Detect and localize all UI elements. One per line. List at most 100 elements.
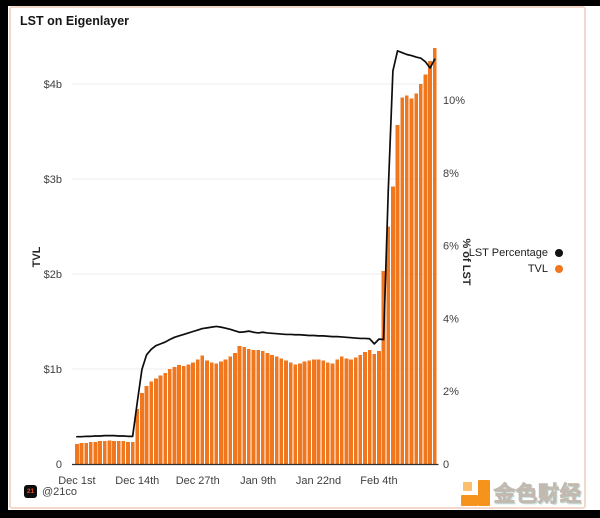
tvl-bar xyxy=(400,97,405,465)
tvl-bar xyxy=(404,95,409,465)
tvl-bar xyxy=(377,350,381,464)
top-black-band xyxy=(0,0,600,6)
tvl-bar xyxy=(75,444,79,464)
tvl-bar xyxy=(284,360,288,464)
tvl-bar xyxy=(186,364,191,464)
tvl-bar xyxy=(242,347,247,464)
left-axis-title: TVL xyxy=(31,246,43,268)
x-tick-label: Dec 1st xyxy=(58,475,95,487)
tvl-bar xyxy=(144,386,149,464)
tvl-bar xyxy=(200,355,205,464)
legend-label: LST Percentage xyxy=(468,247,548,259)
tvl-bar xyxy=(367,350,372,464)
right-y-tick-label: 4% xyxy=(443,313,459,325)
tvl-bar xyxy=(237,346,242,464)
tvl-bar xyxy=(363,351,367,464)
attribution[interactable]: 21 @21co xyxy=(24,485,77,498)
tvl-bar xyxy=(167,369,172,464)
tvl-bar xyxy=(432,47,437,465)
right-y-tick-label: 2% xyxy=(443,386,459,398)
tvl-bar xyxy=(93,442,98,464)
jinse-finance-watermark: 金色财经 xyxy=(461,478,582,508)
left-y-tick-label: $4b xyxy=(44,79,62,91)
x-tick-label: Dec 14th xyxy=(115,475,159,487)
tvl-bar xyxy=(246,349,251,464)
tvl-bar xyxy=(279,358,284,464)
tvl-bar xyxy=(112,441,116,464)
tvl-bar xyxy=(219,361,223,464)
tvl-bar xyxy=(102,441,107,464)
tvl-bar xyxy=(391,186,395,464)
tvl-bar xyxy=(84,443,89,464)
legend-label: TVL xyxy=(527,263,548,275)
x-tick-label: Jan 9th xyxy=(240,475,276,487)
chart-card xyxy=(9,6,586,509)
tvl-bar xyxy=(79,443,84,464)
tvl-bar xyxy=(130,442,135,464)
tvl-bar xyxy=(154,378,158,464)
tvl-bar xyxy=(158,375,163,464)
tvl-bar xyxy=(395,124,400,464)
tvl-bar xyxy=(307,360,312,464)
tvl-bar xyxy=(191,362,195,464)
tvl-bar xyxy=(98,441,102,464)
legend-marker-orange-dot xyxy=(555,265,563,273)
tvl-bar xyxy=(233,352,237,464)
right-y-tick-label: 6% xyxy=(443,241,459,253)
tvl-bar xyxy=(149,381,154,464)
right-y-tick-label: 10% xyxy=(443,95,465,107)
tvl-bar xyxy=(428,61,432,464)
tvl-bar xyxy=(344,358,349,464)
tvl-bar xyxy=(116,441,121,464)
tvl-bar xyxy=(288,362,293,464)
tvl-bar xyxy=(312,359,316,464)
tvl-bar xyxy=(256,350,260,464)
legend: LST Percentage TVL xyxy=(469,247,563,275)
tvl-bar xyxy=(335,359,340,464)
tvl-bar xyxy=(260,350,265,464)
tvl-bar xyxy=(372,353,377,464)
tvl-bar xyxy=(172,367,177,464)
tvl-bar xyxy=(265,352,270,464)
tvl-bar xyxy=(381,271,386,464)
bottom-black-band xyxy=(0,510,600,518)
tvl-bar xyxy=(293,364,298,464)
tvl-bar xyxy=(414,93,419,464)
tvl-bar xyxy=(223,359,228,464)
right-y-tick-label: 0 xyxy=(443,459,449,471)
x-tick-label: Feb 4th xyxy=(360,475,397,487)
left-y-tick-label: $2b xyxy=(44,269,62,281)
legend-item-lst-percentage[interactable]: LST Percentage xyxy=(469,247,563,259)
left-black-band xyxy=(0,0,8,518)
tvl-bar xyxy=(163,372,168,464)
watermark-text: 金色财经 xyxy=(493,482,582,506)
right-y-tick-label: 8% xyxy=(443,168,459,180)
tvl-bar xyxy=(325,362,330,464)
tvl-bar xyxy=(135,408,140,464)
tvl-bar xyxy=(321,360,326,464)
chart-title: LST on Eigenlayer xyxy=(20,14,130,28)
jinse-finance-logo-icon xyxy=(461,479,491,507)
tvl-bar xyxy=(386,226,391,464)
tvl-bar xyxy=(107,440,112,464)
21co-logo-icon: 21 xyxy=(24,485,37,498)
tvl-bar xyxy=(228,356,233,464)
left-y-tick-label: $1b xyxy=(44,364,62,376)
legend-marker-black-dot xyxy=(555,249,563,257)
left-y-tick-label: 0 xyxy=(56,459,62,471)
tvl-bar xyxy=(251,350,256,464)
lst-percentage-line xyxy=(76,50,436,438)
tvl-bar xyxy=(358,354,363,464)
tvl-bar xyxy=(274,356,279,464)
attribution-handle: @21co xyxy=(42,485,78,498)
tvl-bar xyxy=(181,366,186,464)
legend-item-tvl[interactable]: TVL xyxy=(528,263,563,275)
tvl-bar xyxy=(298,363,302,464)
tvl-bar xyxy=(339,356,344,464)
tvl-bar xyxy=(330,363,335,464)
tvl-bar xyxy=(121,441,126,464)
tvl-bar xyxy=(423,74,428,464)
left-y-tick-label: $3b xyxy=(44,174,62,186)
tvl-bar xyxy=(270,354,274,464)
